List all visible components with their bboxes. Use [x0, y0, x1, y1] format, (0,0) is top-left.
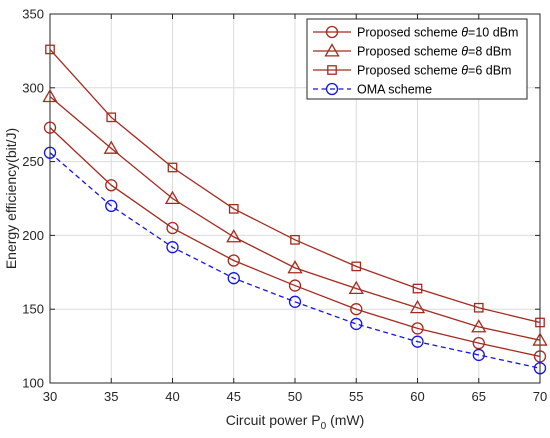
data-point — [42, 88, 58, 103]
axis-ticks: 30 35 40 45 50 55 60 65 70 100 150 200 250 300 350 — [22, 7, 547, 405]
series-3 — [45, 44, 545, 328]
data-point — [228, 203, 239, 214]
series-line — [49, 127, 541, 358]
legend-marker — [327, 65, 337, 75]
x-tick-label: 60 — [410, 389, 424, 404]
y-axis-title: Energy efficiency(bit/J) — [3, 128, 19, 269]
series-line — [49, 48, 541, 324]
x-tick-label: 50 — [288, 389, 302, 404]
svg-text:Circuit power P0 (mW): Circuit power P0 (mW) — [226, 412, 365, 432]
legend-label: OMA scheme — [357, 83, 432, 97]
data-point — [43, 121, 57, 134]
legend-marker — [325, 25, 339, 39]
legend-item: OMA scheme — [313, 83, 432, 97]
data-point — [411, 335, 424, 348]
x-tick-label: 40 — [165, 389, 179, 404]
x-tick-label: 45 — [227, 389, 241, 404]
data-point — [43, 146, 57, 159]
y-tick-label: 100 — [22, 376, 44, 391]
legend-label: Proposed scheme θ=8 dBm — [357, 45, 511, 59]
legend-item: Proposed scheme θ=10 dBm — [313, 26, 518, 40]
data-point — [351, 261, 362, 272]
data-point — [290, 234, 300, 245]
data-point — [348, 280, 364, 295]
legend-marker — [325, 82, 339, 96]
y-tick-label: 200 — [22, 228, 44, 243]
x-axis-label-subscript: 0 — [321, 421, 327, 432]
x-tick-label: 70 — [533, 389, 547, 404]
data-point — [105, 199, 118, 213]
data-point — [411, 322, 424, 335]
x-tick-label: 35 — [104, 389, 118, 404]
data-point — [532, 332, 548, 346]
data-point — [105, 179, 118, 192]
y-tick-label: 250 — [22, 154, 44, 169]
legend-marker — [324, 43, 340, 57]
x-tick-label: 55 — [349, 389, 363, 404]
series-line — [49, 152, 541, 369]
data-point — [350, 317, 363, 331]
legend-label: Proposed scheme θ=6 dBm — [357, 64, 511, 78]
series-1 — [43, 121, 547, 363]
y-tick-label: 150 — [22, 302, 44, 317]
data-point — [412, 283, 423, 294]
x-axis-label-unit: (mW) — [326, 412, 364, 428]
data-point — [166, 221, 179, 235]
data-point — [533, 362, 547, 375]
data-point — [472, 348, 485, 362]
x-axis-label-text: Circuit power P — [226, 412, 321, 428]
series-2 — [42, 88, 548, 346]
x-tick-label: 30 — [43, 389, 57, 404]
data-point — [103, 140, 119, 154]
series-4 — [43, 146, 547, 375]
legend: Proposed scheme θ=10 dBm Proposed scheme … — [306, 18, 528, 100]
data-point — [472, 336, 485, 350]
data-point — [473, 302, 484, 313]
data-point — [287, 260, 303, 274]
data-point — [288, 295, 302, 308]
data-point — [166, 241, 179, 254]
y-tick-label: 300 — [22, 80, 44, 95]
data-point — [409, 299, 426, 314]
series-lines — [42, 44, 548, 375]
data-point — [227, 254, 240, 267]
data-point — [288, 279, 302, 292]
legend-label: Proposed scheme θ=10 dBm — [357, 26, 518, 40]
data-point — [227, 272, 240, 285]
data-point — [167, 162, 178, 173]
data-point — [226, 229, 242, 243]
data-point — [164, 190, 181, 205]
data-point — [45, 44, 55, 55]
legend-item: Proposed scheme θ=6 dBm — [313, 64, 511, 78]
series-line — [49, 96, 541, 341]
data-point — [471, 319, 487, 333]
data-point — [106, 112, 117, 123]
legend-item: Proposed scheme θ=8 dBm — [313, 43, 511, 59]
data-point — [535, 317, 545, 328]
x-axis-title: Circuit power P0 (mW) — [226, 412, 365, 432]
x-tick-label: 65 — [472, 389, 486, 404]
data-point — [533, 350, 547, 363]
data-point — [350, 303, 363, 316]
y-tick-label: 350 — [22, 7, 44, 22]
